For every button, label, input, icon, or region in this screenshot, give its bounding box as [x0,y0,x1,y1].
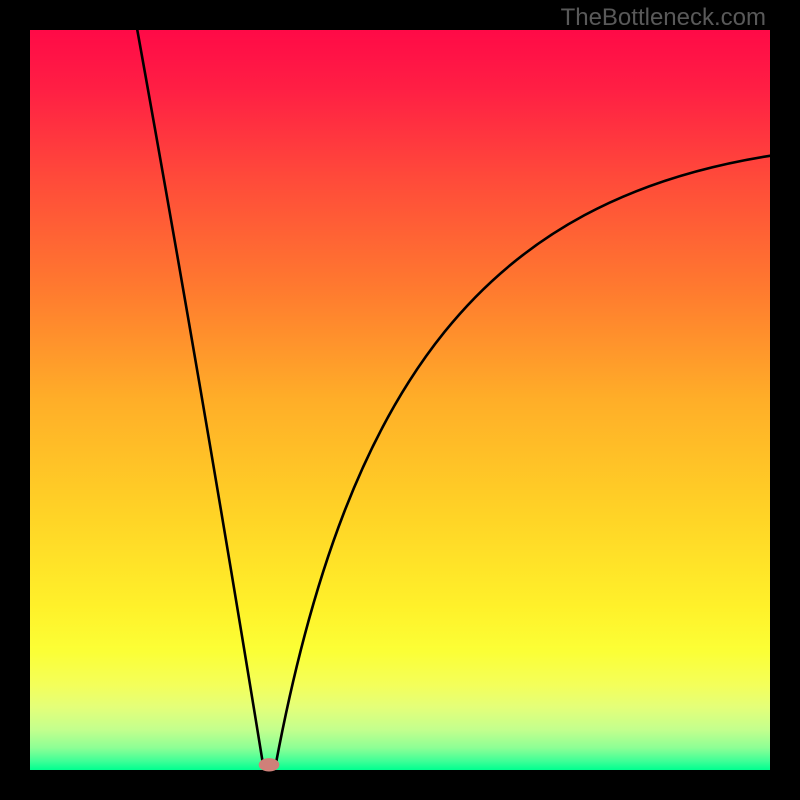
chart-frame: TheBottleneck.com [0,0,800,800]
plot-background [30,30,770,770]
watermark-text: TheBottleneck.com [561,4,766,32]
